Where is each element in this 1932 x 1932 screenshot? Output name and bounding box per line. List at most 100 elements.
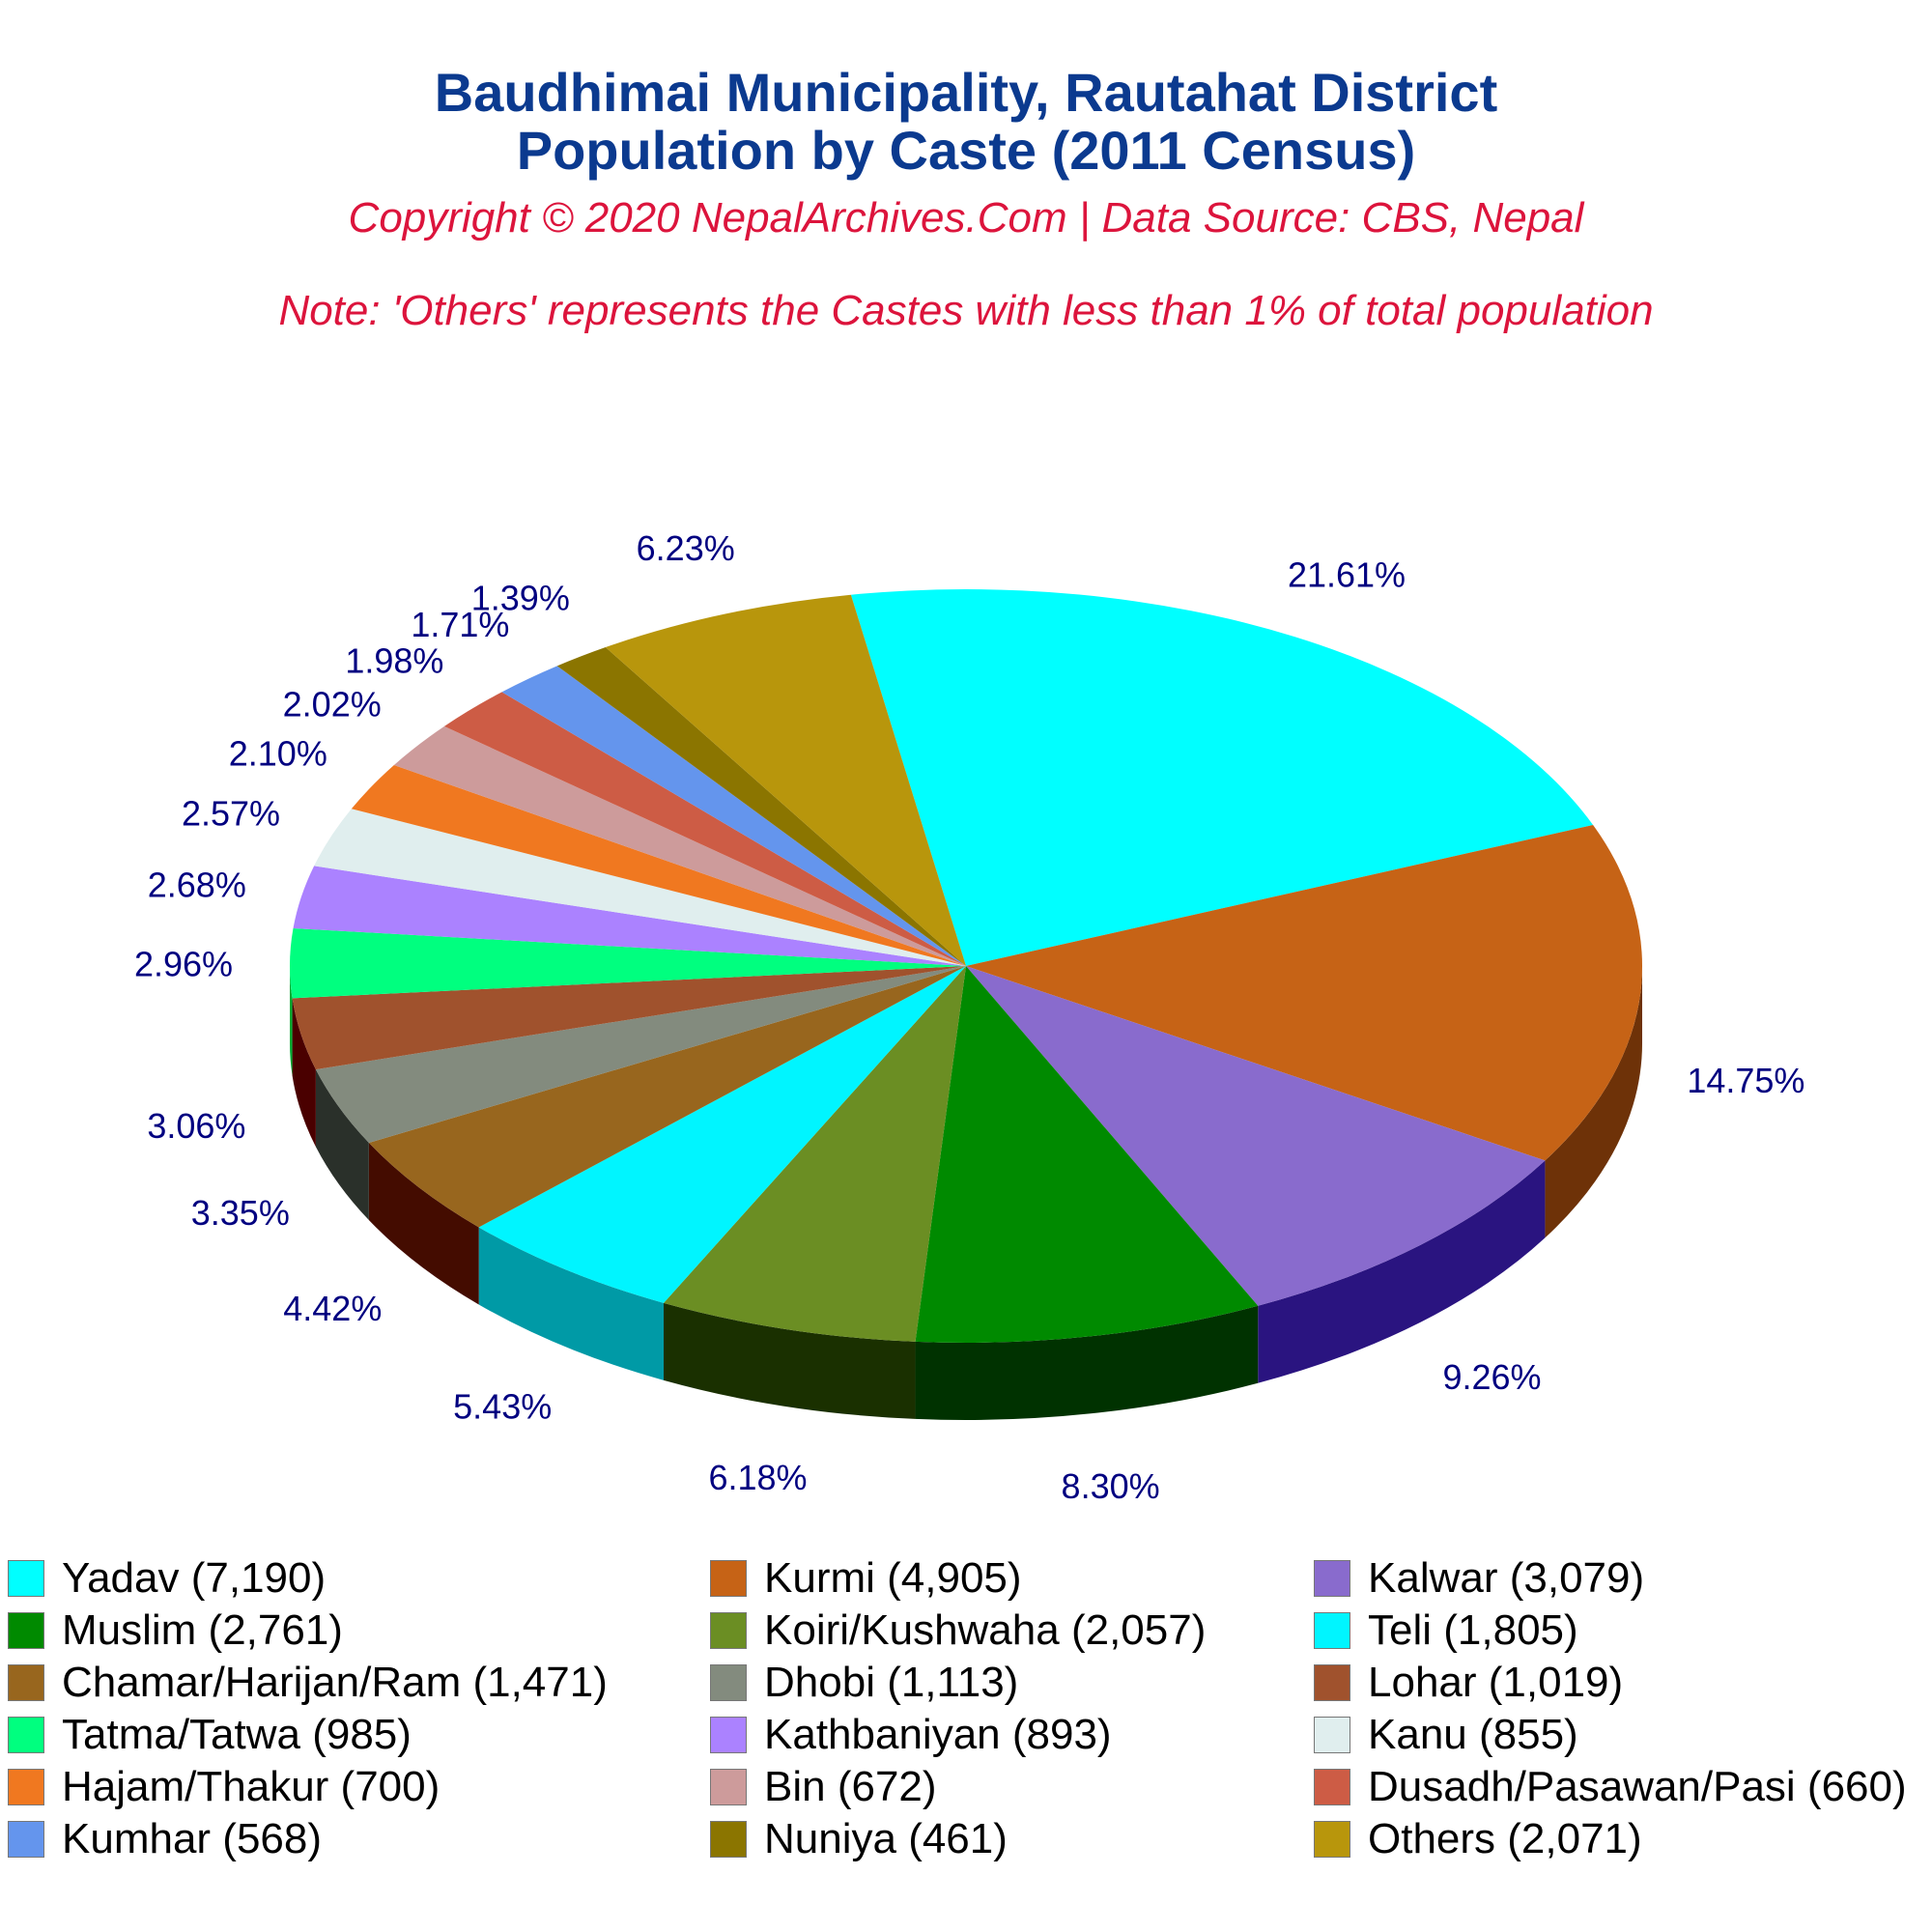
pie-slice-chamar-harijan-ram [368,966,966,1228]
pie-slice-koiri-kushwaha [664,966,966,1342]
pie-slice-teli [478,966,966,1303]
legend-label: Yadav (7,190) [62,1554,327,1602]
slice-percent-label: 1.98% [345,640,443,680]
slice-percent-label: 1.71% [411,605,509,644]
legend-swatch [1314,1717,1350,1753]
legend-item: Tatma/Tatwa (985) [8,1709,412,1761]
legend-label: Others (2,071) [1368,1815,1642,1862]
legend-label: Kanu (855) [1368,1711,1578,1758]
legend-item: Kurmi (4,905) [710,1552,1022,1605]
legend-item: Lohar (1,019) [1314,1657,1623,1709]
legend-label: Lohar (1,019) [1368,1659,1624,1706]
legend-item: Kalwar (3,079) [1314,1552,1644,1605]
slice-percent-label: 3.35% [191,1193,290,1233]
legend-swatch [8,1560,44,1597]
legend-swatch [1314,1560,1350,1597]
legend-item: Chamar/Harijan/Ram (1,471) [8,1657,608,1709]
pie-slice-dhobi [315,966,966,1144]
slice-percent-label: 21.61% [1288,555,1406,595]
legend-label: Teli (1,805) [1368,1606,1578,1654]
legend-swatch [1314,1612,1350,1649]
legend-label: Dhobi (1,113) [764,1659,1019,1706]
slice-percent-label: 4.42% [283,1289,382,1328]
legend-swatch [1314,1769,1350,1805]
legend-swatch [1314,1664,1350,1701]
legend-label: Tatma/Tatwa (985) [62,1711,412,1758]
slice-percent-label: 9.26% [1442,1357,1541,1397]
slice-percent-label: 1.39% [471,579,570,618]
legend-swatch [710,1717,747,1753]
legend-item: Dhobi (1,113) [710,1657,1018,1709]
legend-label: Kumhar (568) [62,1815,323,1862]
pie-side-muslim [915,1305,1259,1420]
pie-side-koiri-kushwaha [664,1302,916,1419]
pie-slice-tatma-tatwa [290,927,966,999]
legend-item: Nuniya (461) [710,1813,1008,1865]
legend-swatch [1314,1821,1350,1858]
pie-slice-kalwar [966,966,1546,1306]
pie-slice-nuniya [556,647,966,966]
slice-percent-label: 2.02% [283,685,382,724]
slice-percent-label: 2.10% [229,734,327,774]
legend-label: Hajam/Thakur (700) [62,1763,440,1810]
pie-side-tatma-tatwa [290,966,293,1076]
legend-item: Koiri/Kushwaha (2,057) [710,1605,1206,1657]
slice-percent-label: 14.75% [1687,1061,1804,1100]
legend-swatch [710,1821,747,1858]
legend-label: Koiri/Kushwaha (2,057) [764,1606,1207,1654]
legend-item: Bin (672) [710,1761,937,1813]
pie-slice-kurmi [966,824,1643,1161]
legend-item: Yadav (7,190) [8,1552,326,1605]
legend-label: Kurmi (4,905) [764,1554,1022,1602]
pie-slice-lohar [292,966,966,1070]
pie-side-kurmi [1545,966,1642,1238]
legend-item: Kanu (855) [1314,1709,1578,1761]
pie-side-lohar [292,998,316,1148]
slice-percent-label: 3.06% [147,1106,245,1146]
pie-side-teli [478,1227,665,1380]
legend-swatch [8,1717,44,1753]
slice-percent-label: 2.96% [134,945,233,984]
pie-slice-others [605,594,966,966]
legend-label: Kathbaniyan (893) [764,1711,1112,1758]
chart-title-line2: Population by Caste (2011 Census) [516,120,1416,181]
chart-title-line1: Baudhimai Municipality, Rautahat Distric… [434,62,1498,123]
slice-percent-label: 8.30% [1062,1466,1160,1506]
legend-swatch [8,1769,44,1805]
pie-slice-kumhar [501,666,966,966]
legend-label: Kalwar (3,079) [1368,1554,1645,1602]
copyright-text: Copyright © 2020 NepalArchives.Com | Dat… [348,194,1584,242]
slice-percent-label: 5.43% [453,1387,552,1427]
legend-label: Bin (672) [764,1763,937,1810]
pie-sides [290,966,1642,1420]
legend-swatch [710,1612,747,1649]
legend-item: Muslim (2,761) [8,1605,343,1657]
legend-label: Dusadh/Pasawan/Pasi (660) [1368,1763,1907,1810]
pie-side-chamar-harijan-ram [368,1143,479,1305]
pie-slice-yadav [850,589,1594,966]
pie-slice-muslim [915,966,1259,1343]
legend-item: Teli (1,805) [1314,1605,1578,1657]
legend-swatch [710,1769,747,1805]
legend-item: Kathbaniyan (893) [710,1709,1112,1761]
legend-label: Nuniya (461) [764,1815,1008,1862]
note-text: Note: 'Others' represents the Castes wit… [278,287,1654,334]
pie-slice-kathbaniyan [293,866,966,966]
legend-label: Muslim (2,761) [62,1606,343,1654]
legend-item: Kumhar (568) [8,1813,322,1865]
legend-item: Others (2,071) [1314,1813,1642,1865]
legend-item: Dusadh/Pasawan/Pasi (660) [1314,1761,1907,1813]
legend-label: Chamar/Harijan/Ram (1,471) [62,1659,608,1706]
pie-side-kalwar [1258,1160,1546,1383]
slice-percent-label: 2.68% [148,866,246,905]
slice-percent-label: 2.57% [182,794,280,834]
pie-slice-kanu [314,809,966,966]
pie-slice-hajam-thakur [351,764,967,966]
legend-item: Hajam/Thakur (700) [8,1761,440,1813]
legend-swatch [710,1664,747,1701]
pie-slice-bin [393,725,966,966]
slice-percent-label: 6.18% [708,1458,807,1497]
legend-swatch [8,1664,44,1701]
